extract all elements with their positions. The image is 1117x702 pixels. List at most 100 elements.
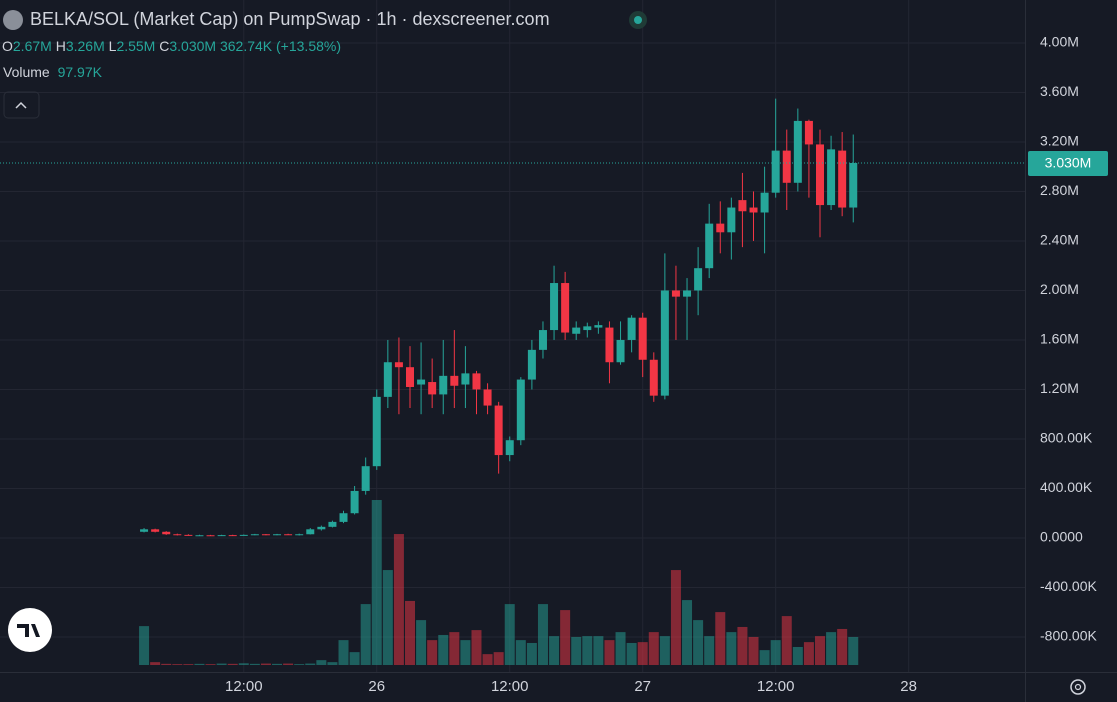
candle-body: [494, 405, 503, 456]
volume-bar: [216, 663, 227, 665]
volume-bar: [183, 664, 194, 665]
candle-body: [184, 534, 193, 536]
tv-logo-mark: [17, 624, 40, 637]
legend-change: 362.74K (+13.58%): [219, 38, 341, 54]
legend-value: 97.97K: [57, 64, 102, 80]
volume-bar: [582, 636, 593, 665]
volume-bar: [571, 636, 582, 665]
y-tick-label: 3.20M: [1040, 133, 1079, 149]
volume-bar: [316, 660, 327, 665]
volume-bar: [283, 663, 294, 665]
volume-bar: [349, 652, 360, 665]
candle-body: [206, 535, 215, 537]
y-tick-label: 1.20M: [1040, 380, 1079, 396]
candle-body: [394, 362, 403, 368]
token-avatar: [3, 10, 23, 30]
volume-bar: [227, 663, 238, 665]
y-tick-label: 400.00K: [1040, 479, 1093, 495]
candle-body: [140, 529, 149, 532]
legend-key: L: [108, 38, 117, 54]
candle-body: [605, 327, 614, 363]
candle-body: [228, 535, 237, 537]
volume-bar: [759, 650, 770, 665]
volume-bar: [382, 570, 393, 665]
candle-body: [627, 317, 636, 340]
x-tick-label: 28: [900, 678, 917, 695]
candle-body: [771, 150, 780, 193]
grid: [0, 0, 1025, 672]
x-tick-label: 27: [634, 678, 651, 695]
settings-icon[interactable]: [1070, 679, 1086, 695]
x-tick-label: 12:00: [757, 678, 795, 695]
legend-value: 2.55M: [116, 38, 156, 54]
y-tick-label: -400.00K: [1040, 578, 1097, 594]
settings-icon-center: [1074, 683, 1082, 691]
status-dot: [634, 16, 642, 24]
x-tick-label: 12:00: [491, 678, 529, 695]
candle-body: [162, 531, 171, 535]
candle-body: [616, 339, 625, 363]
volume-bar: [427, 640, 438, 665]
volume-bar: [194, 663, 205, 665]
volume-bar: [438, 634, 449, 665]
volume-bar: [560, 610, 571, 665]
volume-bar: [205, 664, 216, 665]
volume-bar: [848, 636, 859, 665]
legend-value: 3.030M: [169, 38, 217, 54]
volume-bar: [371, 500, 382, 665]
volume-bar: [659, 636, 670, 665]
x-tick-label: 26: [368, 678, 385, 695]
candle-body: [638, 317, 647, 360]
candle-body: [694, 268, 703, 291]
volume-bar: [360, 604, 371, 665]
volume-bar: [161, 663, 172, 665]
candle-body: [450, 375, 459, 386]
volume-bar: [737, 626, 748, 665]
volume-bar: [615, 632, 626, 665]
volume-bar: [792, 646, 803, 665]
volume-bar: [449, 632, 460, 665]
candle-body: [151, 529, 160, 532]
volume-bar: [515, 640, 526, 665]
volume-bar: [172, 664, 183, 665]
candle-body: [273, 534, 282, 536]
candle-body: [793, 120, 802, 183]
volume-bar: [670, 570, 681, 665]
candle-body: [527, 349, 536, 380]
legend-key: O: [2, 38, 13, 54]
volume-bar: [260, 663, 271, 665]
tv-logo[interactable]: [8, 608, 52, 652]
candle-body: [749, 207, 758, 213]
candle-body: [261, 534, 270, 536]
candle-body: [716, 223, 725, 233]
candle-body: [461, 373, 470, 385]
volume-bar: [704, 636, 715, 665]
candle-body: [173, 534, 182, 536]
y-tick-label: 800.00K: [1040, 430, 1093, 446]
volume-bar: [405, 600, 415, 665]
candle-body: [417, 379, 426, 385]
candle-body: [683, 290, 692, 297]
volume-bar: [504, 604, 515, 665]
legend-value: 2.67M: [12, 38, 52, 54]
volume-bar: [748, 636, 759, 665]
candle-body: [838, 150, 847, 208]
volume-bar: [139, 626, 150, 665]
volume-bar: [837, 628, 848, 665]
candle-body: [250, 534, 259, 536]
candle-body: [782, 150, 791, 183]
y-tick-label: 4.00M: [1040, 34, 1079, 50]
volume-layer: [139, 500, 859, 665]
candle-body: [428, 382, 437, 395]
volume-bar: [593, 636, 604, 665]
candle-body: [594, 325, 603, 328]
collapse-button[interactable]: [3, 91, 40, 119]
volume-bar: [770, 640, 781, 665]
volume-bar: [294, 664, 305, 665]
candle-body: [472, 373, 481, 390]
volume-bar: [150, 662, 161, 665]
candle-layer: [140, 98, 858, 537]
candle-body: [439, 375, 448, 395]
candle-body: [383, 362, 392, 397]
